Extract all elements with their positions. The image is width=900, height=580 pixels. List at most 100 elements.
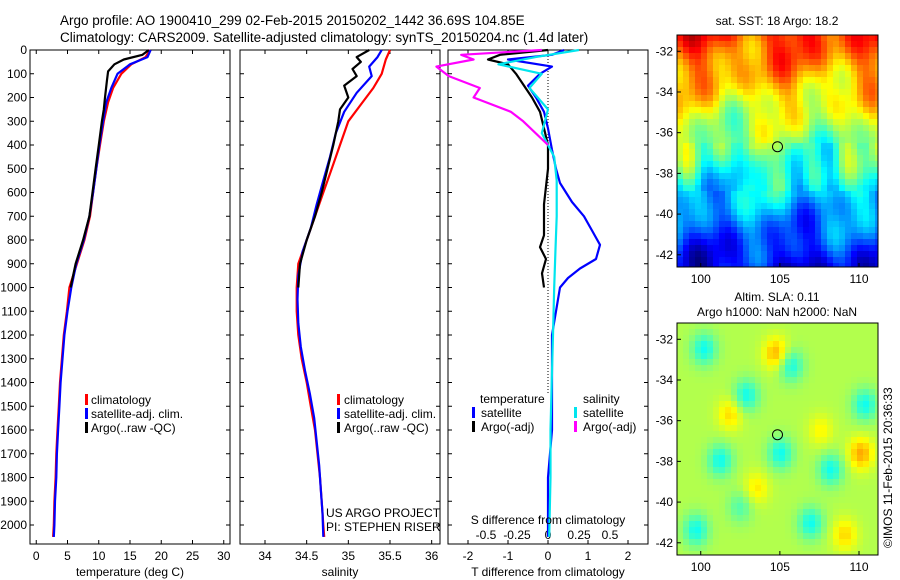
map-cell bbox=[719, 533, 726, 540]
map-cell bbox=[839, 77, 846, 84]
map-cell bbox=[755, 473, 762, 480]
map-cell bbox=[773, 227, 780, 234]
map-cell bbox=[869, 437, 876, 444]
map-cell bbox=[791, 341, 798, 348]
map-cell bbox=[839, 353, 846, 360]
map-cell bbox=[701, 113, 708, 120]
map-cell bbox=[779, 35, 786, 42]
map-cell bbox=[677, 383, 684, 390]
map-cell bbox=[803, 47, 810, 54]
map-cell bbox=[827, 521, 834, 528]
map-cell bbox=[707, 215, 714, 222]
map-cell bbox=[833, 323, 840, 330]
map-cell bbox=[701, 215, 708, 222]
map-cell bbox=[719, 143, 726, 150]
map-cell bbox=[701, 47, 708, 54]
map-cell bbox=[881, 341, 888, 348]
map-cell bbox=[875, 407, 878, 414]
map-cell bbox=[749, 389, 756, 396]
map-cell bbox=[821, 449, 828, 456]
map-cell bbox=[791, 515, 798, 522]
map-cell bbox=[779, 395, 786, 402]
map-cell bbox=[677, 509, 684, 516]
map-cell bbox=[821, 155, 828, 162]
map-cell bbox=[815, 221, 822, 228]
map-cell bbox=[815, 227, 822, 234]
map-cell bbox=[857, 203, 864, 210]
map-cell bbox=[701, 377, 708, 384]
map-cell bbox=[701, 245, 708, 252]
map-cell bbox=[833, 53, 840, 60]
map-cell bbox=[809, 473, 816, 480]
map-cell bbox=[869, 71, 876, 78]
map-cell bbox=[677, 365, 684, 372]
map-cell bbox=[827, 113, 834, 120]
legend-swatch-t-satellite bbox=[472, 407, 475, 418]
map-cell bbox=[695, 41, 702, 48]
map-cell bbox=[767, 425, 774, 432]
map-cell bbox=[767, 341, 774, 348]
map-cell bbox=[755, 521, 762, 528]
map-cell bbox=[755, 191, 762, 198]
map-cell bbox=[875, 389, 878, 396]
map-cell bbox=[725, 335, 732, 342]
map-cell bbox=[809, 107, 816, 114]
map-cell bbox=[689, 425, 696, 432]
map-cell bbox=[695, 77, 702, 84]
map-cell bbox=[695, 449, 702, 456]
map-cell bbox=[833, 179, 840, 186]
map-cell bbox=[791, 77, 798, 84]
map-cell bbox=[797, 437, 804, 444]
map-cell bbox=[719, 179, 726, 186]
map-cell bbox=[689, 131, 696, 138]
map-cell bbox=[803, 371, 810, 378]
map-cell bbox=[833, 59, 840, 66]
map-cell bbox=[851, 341, 858, 348]
map-cell bbox=[695, 413, 702, 420]
map-cell bbox=[809, 443, 816, 450]
map-cell bbox=[851, 59, 858, 66]
map-cell bbox=[755, 419, 762, 426]
map-cell bbox=[785, 395, 792, 402]
map-cell bbox=[803, 71, 810, 78]
map-cell bbox=[773, 515, 780, 522]
map-cell bbox=[755, 533, 762, 540]
map-cell bbox=[677, 443, 684, 450]
map-cell bbox=[851, 407, 858, 414]
depth-tick-label: 1900 bbox=[0, 494, 27, 508]
map-cell bbox=[797, 83, 804, 90]
map-cell bbox=[707, 473, 714, 480]
map-cell bbox=[797, 341, 804, 348]
map-cell bbox=[701, 509, 708, 516]
map-cell bbox=[761, 383, 768, 390]
map-cell bbox=[725, 521, 732, 528]
map-cell bbox=[875, 491, 878, 498]
map-cell bbox=[773, 461, 780, 468]
map-cell bbox=[773, 155, 780, 162]
difference-secondary-xlabel: S difference from climatology bbox=[471, 513, 626, 527]
map-cell bbox=[857, 485, 864, 492]
map-cell bbox=[845, 215, 852, 222]
map-cell bbox=[803, 455, 810, 462]
map-cell bbox=[749, 521, 756, 528]
map-cell bbox=[779, 485, 786, 492]
map-cell bbox=[875, 497, 878, 504]
map-cell bbox=[833, 257, 840, 264]
map-cell bbox=[701, 41, 708, 48]
map-cell bbox=[773, 101, 780, 108]
map-cell bbox=[677, 467, 684, 474]
map-cell bbox=[833, 71, 840, 78]
map-cell bbox=[755, 545, 762, 552]
map-cell bbox=[809, 515, 816, 522]
map-cell bbox=[803, 179, 810, 186]
map-cell bbox=[845, 77, 852, 84]
map-cell bbox=[755, 251, 762, 258]
map-cell bbox=[785, 467, 792, 474]
map-cell bbox=[695, 47, 702, 54]
map-cell bbox=[731, 221, 738, 228]
map-cell bbox=[857, 197, 864, 204]
map-cell bbox=[719, 437, 726, 444]
map-cell bbox=[749, 239, 756, 246]
map-cell bbox=[827, 479, 834, 486]
